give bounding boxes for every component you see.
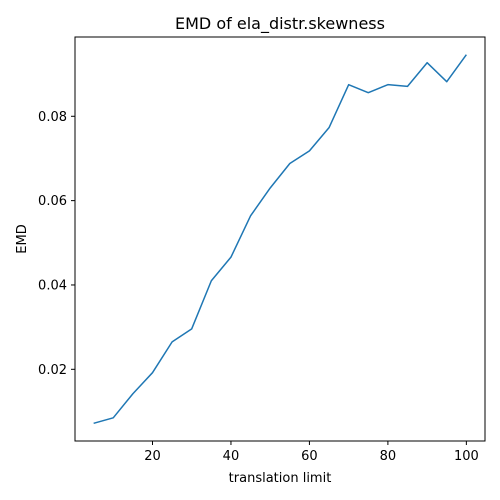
series-line-0 bbox=[93, 54, 467, 425]
y-axis-label: EMD bbox=[15, 224, 30, 253]
x-tick-label: 100 bbox=[454, 449, 479, 464]
x-axis-label: translation limit bbox=[229, 471, 332, 486]
y-tick-label: 0.08 bbox=[38, 110, 67, 125]
x-tick-label: 80 bbox=[380, 449, 397, 464]
x-tick-label: 20 bbox=[144, 449, 161, 464]
y-tick-label: 0.02 bbox=[38, 363, 67, 378]
x-tick-label: 40 bbox=[223, 449, 240, 464]
y-tick-label: 0.04 bbox=[38, 278, 67, 293]
plot-area bbox=[93, 54, 467, 425]
axes-frame bbox=[74, 36, 486, 442]
y-tick-label: 0.06 bbox=[38, 194, 67, 209]
chart-title: EMD of ela_distr.skewness bbox=[175, 14, 385, 34]
x-tick-label: 60 bbox=[301, 449, 318, 464]
